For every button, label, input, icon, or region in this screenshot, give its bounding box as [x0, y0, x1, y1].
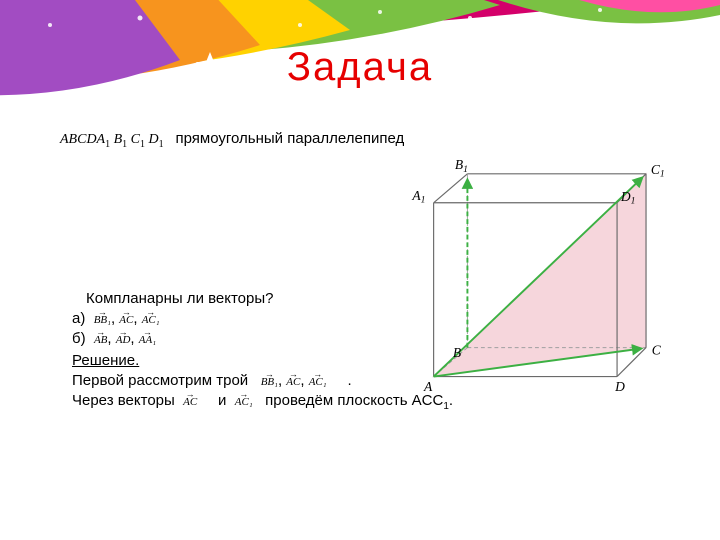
label-d: D [614, 379, 625, 394]
label-b: B [453, 345, 461, 360]
vector-bb1: BB₁ [94, 314, 111, 326]
label-c: C [652, 342, 662, 357]
slide-title: Задача [0, 45, 720, 90]
vector-ab: AB [94, 334, 107, 346]
vector-ac: AC [119, 314, 133, 326]
vector-aa1: AA₁ [139, 334, 156, 346]
question-text: Компланарны ли векторы? [86, 290, 274, 307]
vector-ac1: AC₁ [142, 314, 160, 326]
label-c1: C1 [651, 162, 665, 180]
solution-heading: Решение. [72, 352, 139, 369]
label-b1: B1 [455, 157, 468, 175]
option-b: б) AB, AD, AA₁ [72, 330, 156, 347]
label-a: A [423, 379, 433, 394]
solution-line-1: Первой рассмотрим трой BB₁, AC, AC₁ . [72, 372, 352, 389]
parallelepiped-diagram: A D C B A1 D1 C1 B1 [395, 150, 675, 410]
label-a1: A1 [411, 188, 425, 206]
vector-ad: AD [116, 334, 131, 346]
option-a: а) BB₁, AC, AC₁ [72, 310, 160, 327]
problem-statement: ABCDA1 B1 C1 D1 прямоугольный параллелеп… [60, 130, 404, 150]
